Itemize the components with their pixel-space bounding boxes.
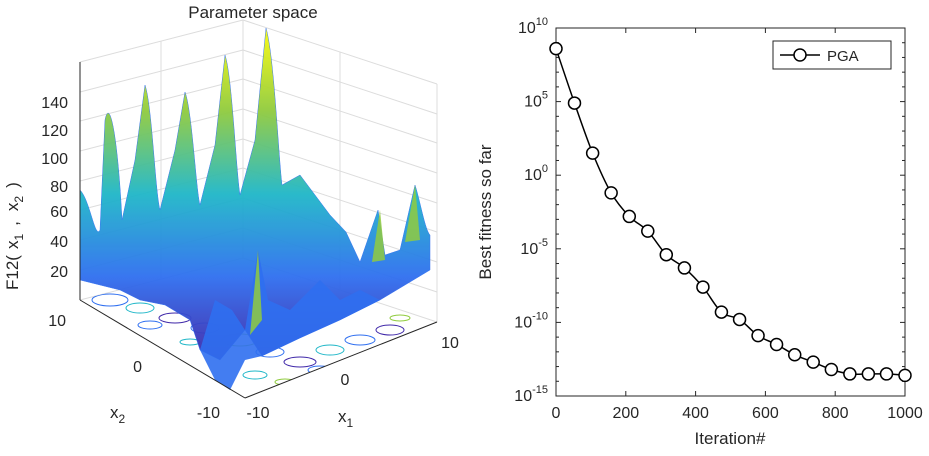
series-pga [549, 41, 912, 383]
z-tick-label: 120 [41, 123, 68, 140]
surface-mesh [79, 27, 431, 390]
x2-tick-label: 0 [133, 359, 142, 376]
y-tick-label: 10-15 [514, 384, 548, 405]
data-point [659, 247, 674, 262]
data-point [751, 328, 765, 343]
x-tick-label: 400 [682, 405, 709, 422]
data-point [861, 367, 876, 381]
x2-axis: 10 0 -10 [48, 313, 220, 422]
x1-tick-label: 10 [441, 335, 459, 352]
x-tick-label: 1000 [887, 405, 923, 422]
y-tick-label: 1010 [518, 16, 548, 37]
y-axis-title: Best fitness so far [476, 144, 495, 279]
floor-outline [79, 299, 438, 399]
y-tick-label: 105 [524, 90, 548, 111]
convergence-plot-panel: 1010 105 100 10-5 10-10 10-15 0 200 400 600 800 10… [470, 0, 929, 451]
y-tick-label: 100 [524, 163, 548, 184]
x1-tick-label: -10 [246, 405, 269, 422]
data-point [898, 368, 912, 383]
data-point [824, 362, 839, 377]
x-tick-label: 0 [552, 405, 561, 422]
surface-plot-panel: Parameter space [3, 3, 459, 430]
x1-axis: -10 0 10 [246, 335, 459, 422]
z-tick-label: 140 [41, 95, 68, 112]
plot-area [555, 27, 906, 397]
data-point [714, 305, 729, 319]
x1-axis-title: x1 [338, 407, 354, 430]
data-point [622, 209, 637, 224]
x2-tick-label: 10 [48, 313, 66, 330]
data-point [843, 367, 857, 381]
data-point [677, 261, 692, 275]
data-point [769, 337, 784, 352]
data-point [549, 41, 563, 56]
data-point [879, 367, 894, 381]
data-point [732, 312, 747, 327]
z-axis: 20 40 60 80 100 120 140 [41, 62, 81, 300]
legend-marker [793, 48, 807, 62]
legend: PGA [772, 40, 892, 70]
x-axis-title: Iteration# [695, 429, 766, 448]
x-tick-label: 200 [612, 405, 639, 422]
z-tick-label: 20 [50, 264, 68, 281]
x1-tick-label: 0 [341, 372, 350, 389]
data-point [641, 224, 655, 238]
x2-tick-label: -10 [197, 405, 220, 422]
data-point [567, 96, 582, 110]
y-axis: 1010 105 100 10-5 10-10 10-15 [514, 16, 905, 405]
x2-axis-title: x2 [110, 403, 126, 426]
legend-label: PGA [827, 48, 859, 65]
data-point [787, 348, 802, 362]
data-point [696, 280, 710, 294]
data-point [585, 146, 600, 160]
z-tick-label: 100 [41, 151, 68, 168]
x-tick-label: 600 [752, 405, 779, 422]
surface-title: Parameter space [188, 3, 317, 22]
x-axis: 0 200 400 600 800 1000 [552, 28, 923, 422]
z-tick-label: 60 [50, 204, 68, 221]
data-point [806, 355, 820, 369]
x-tick-label: 800 [822, 405, 849, 422]
y-tick-label: 10-10 [514, 310, 548, 331]
surface-plot-svg: Parameter space [3, 3, 459, 430]
z-tick-label: 40 [50, 234, 68, 251]
y-tick-label: 10-5 [520, 237, 548, 258]
z-axis-title: F12(x1,x2) [3, 182, 26, 290]
z-tick-label: 80 [50, 179, 68, 196]
data-point [604, 186, 618, 200]
